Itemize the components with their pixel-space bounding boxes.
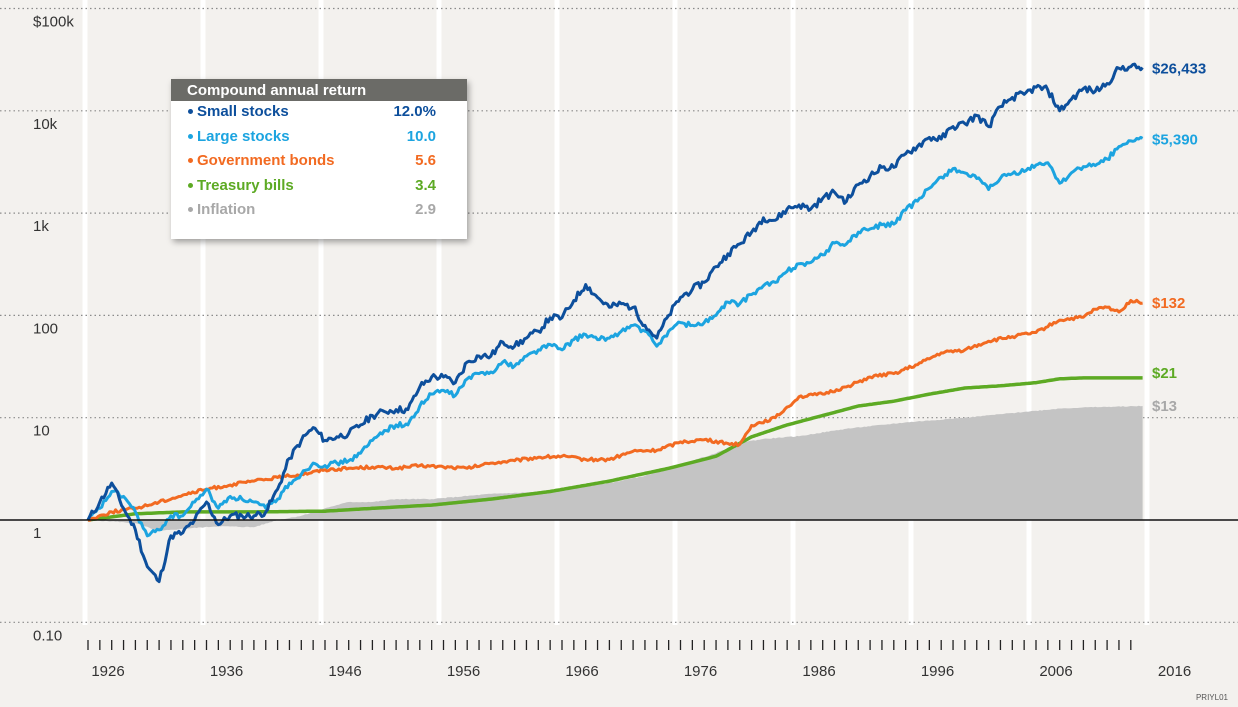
legend-value-treasury-bills: 3.4 [415, 176, 436, 194]
series-line-small-stocks [86, 62, 1144, 584]
legend-label-treasury-bills: Treasury bills [197, 176, 294, 194]
end-label-large-stocks: $5,390 [1152, 131, 1198, 148]
vertical-band [1144, 0, 1150, 625]
vertical-bands [82, 0, 1150, 625]
x-axis-ticks: 1926 1936 1946 1956 1966 1976 1986 1996 2006 2016 [87, 640, 1191, 680]
y-tick-label: 10 [33, 423, 50, 440]
x-tick-label: 1966 [565, 663, 598, 680]
y-tick-label: 0.10 [33, 627, 62, 644]
legend-item-inflation: Inflation 2.9 [171, 199, 467, 224]
vertical-band [672, 0, 678, 625]
footer-code: PRIYL01 [1196, 693, 1229, 702]
vertical-band [318, 0, 324, 625]
y-tick-label: 10k [33, 116, 58, 133]
x-tick-label: 1956 [447, 663, 480, 680]
legend: Compound annual return Small stocks 12.0… [171, 79, 467, 239]
legend-label-inflation: Inflation [197, 201, 256, 218]
legend-dot-government-bonds [188, 158, 193, 163]
legend-item-small-stocks: Small stocks 12.0% [171, 101, 467, 126]
legend-item-large-stocks: Large stocks 10.0 [171, 126, 467, 151]
y-tick-label: 1 [33, 525, 41, 542]
vertical-band [200, 0, 206, 625]
series-line-large-stocks [86, 135, 1144, 538]
vertical-band [436, 0, 442, 625]
series-area-inflation [88, 405, 1143, 531]
legend-dot-large-stocks [188, 133, 193, 139]
x-tick-label: 1976 [684, 663, 717, 680]
end-label-treasury-bills: $21 [1152, 365, 1177, 382]
vertical-band [554, 0, 560, 625]
legend-dot-inflation [188, 207, 193, 212]
legend-value-government-bonds: 5.6 [415, 152, 436, 169]
series-line-treasury-bills [87, 376, 1143, 522]
legend-value-inflation: 2.9 [415, 201, 436, 218]
series-line-government-bonds [87, 298, 1143, 522]
legend-title: Compound annual return [171, 79, 467, 101]
legend-label-large-stocks: Large stocks [197, 127, 290, 145]
legend-dot-treasury-bills [188, 182, 193, 188]
vertical-band [908, 0, 914, 625]
vertical-band [82, 0, 88, 625]
legend-item-government-bonds: Government bonds 5.6 [171, 150, 467, 175]
x-tick-label: 1986 [802, 663, 835, 680]
series-layer [86, 62, 1144, 584]
vertical-band [1026, 0, 1032, 625]
y-axis-ticks: $100k 10k 1k 100 10 1 0.10 [33, 14, 74, 645]
x-tick-label: 2006 [1039, 663, 1072, 680]
end-label-small-stocks: $26,433 [1152, 61, 1206, 78]
y-tick-label: 1k [33, 218, 49, 235]
x-tick-label: 1926 [91, 663, 124, 680]
legend-dot-small-stocks [188, 109, 193, 114]
legend-label-small-stocks: Small stocks [197, 103, 289, 120]
legend-value-small-stocks: 12.0% [393, 103, 436, 120]
vertical-band [790, 0, 796, 625]
x-tick-label: 1936 [210, 663, 243, 680]
end-label-government-bonds: $132 [1152, 295, 1185, 312]
legend-label-government-bonds: Government bonds [197, 152, 335, 169]
legend-item-treasury-bills: Treasury bills 3.4 [171, 175, 467, 200]
y-tick-label: 100 [33, 320, 58, 337]
end-label-inflation: $13 [1152, 398, 1177, 415]
x-tick-label: 1996 [921, 663, 954, 680]
x-tick-label: 1946 [328, 663, 361, 680]
y-tick-label: $100k [33, 14, 74, 31]
legend-value-large-stocks: 10.0 [406, 127, 436, 145]
x-tick-label: 2016 [1158, 663, 1191, 680]
end-labels: $26,433 $5,390 $132 $21 $13 [1152, 61, 1206, 415]
